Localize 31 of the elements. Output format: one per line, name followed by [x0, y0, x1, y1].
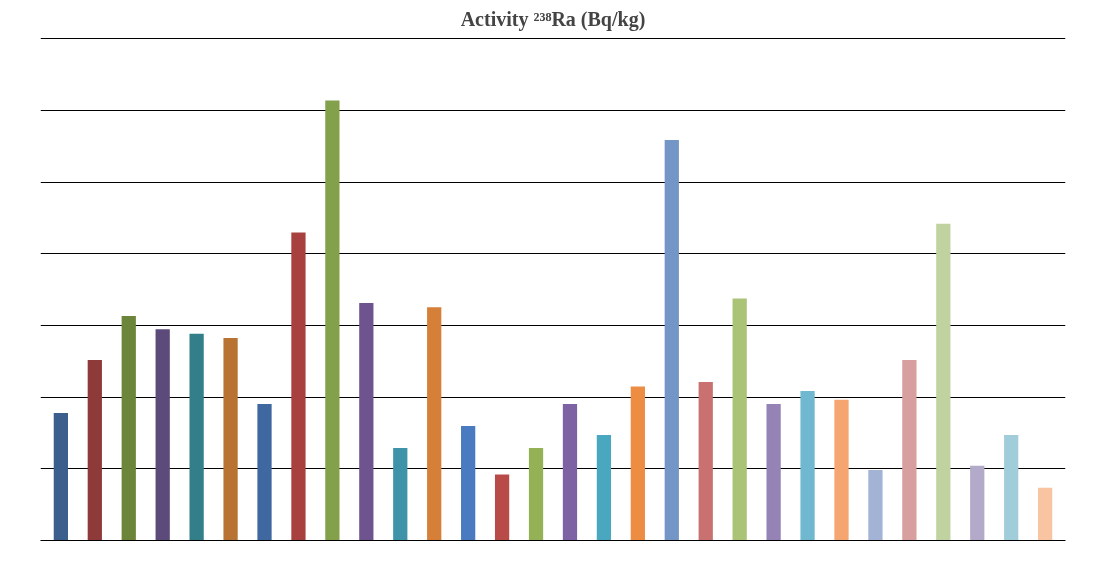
- bar: [155, 329, 170, 541]
- bar: [223, 338, 238, 541]
- bar: [1038, 487, 1053, 541]
- bar: [970, 465, 985, 541]
- bar: [189, 333, 204, 541]
- bar: [87, 360, 102, 541]
- bar: [902, 360, 917, 541]
- bar: [936, 223, 951, 541]
- bar: [698, 382, 713, 541]
- bar: [53, 412, 68, 541]
- bar: [325, 100, 340, 541]
- bar: [257, 404, 272, 541]
- bar: [494, 474, 510, 541]
- bar: [461, 426, 476, 541]
- bar: [766, 404, 781, 541]
- bar: [630, 386, 645, 541]
- bar: [291, 232, 306, 541]
- bar: [664, 140, 679, 541]
- bar: [562, 404, 578, 541]
- bar: [528, 448, 544, 541]
- bar: [393, 448, 408, 541]
- bar: [359, 302, 374, 541]
- bar: [596, 434, 612, 541]
- bar: [800, 390, 815, 541]
- chart-title: Activity ²³⁸Ra (Bq/kg): [460, 7, 646, 31]
- bar: [427, 307, 442, 541]
- bar: [1004, 434, 1019, 541]
- bar: [121, 316, 136, 541]
- bar: [834, 399, 849, 541]
- bar: [732, 298, 747, 541]
- bar: [868, 470, 883, 541]
